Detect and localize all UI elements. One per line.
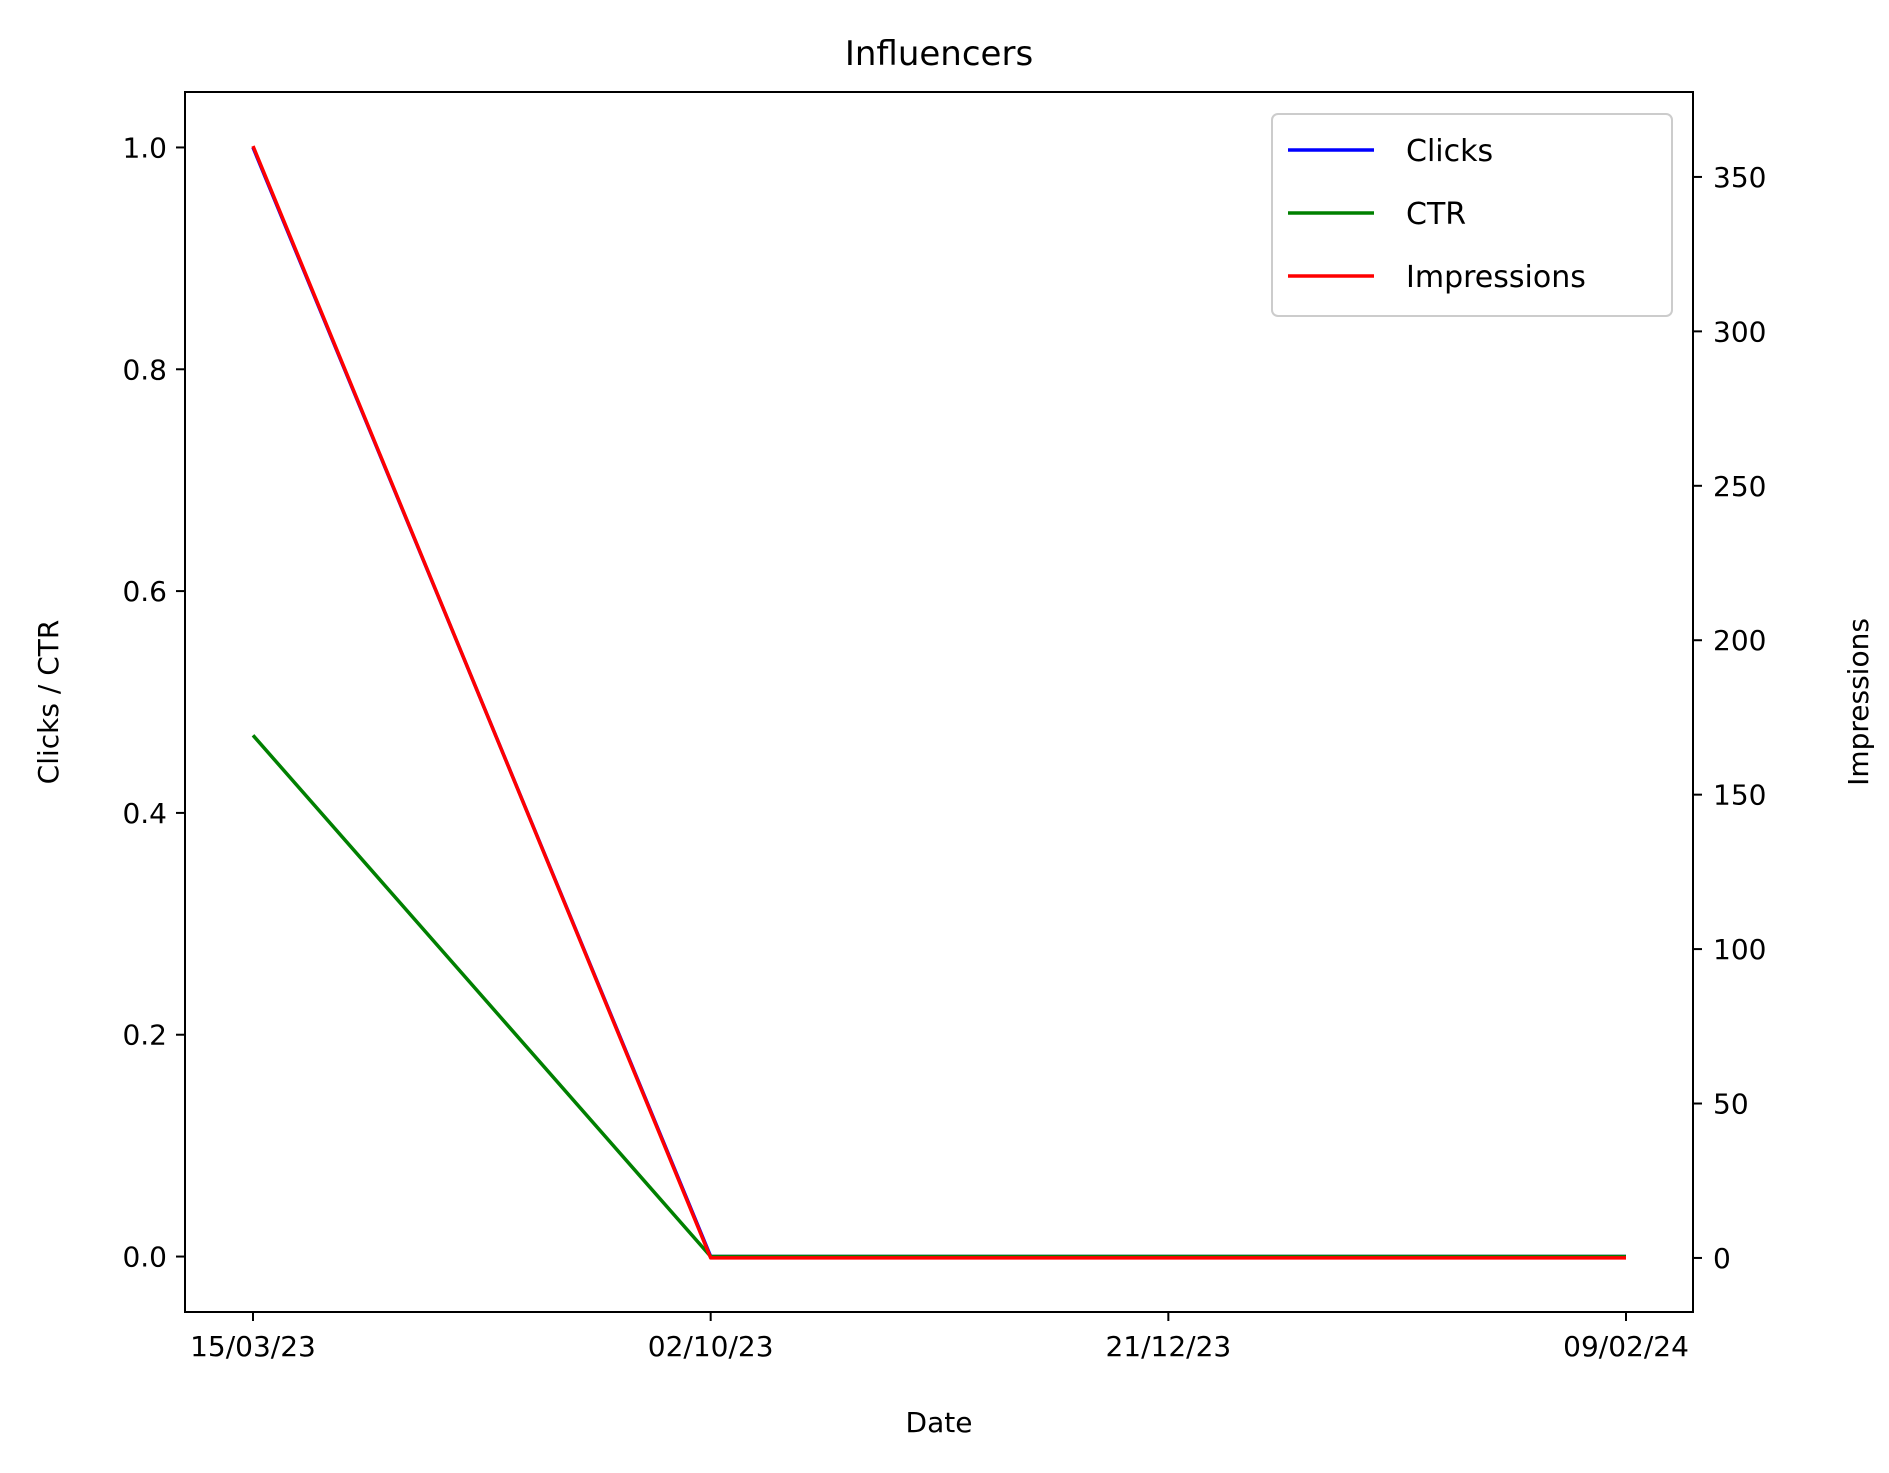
y-tick-label-right: 100 <box>1713 933 1766 966</box>
y-tick-label-right: 50 <box>1713 1088 1749 1121</box>
y-tick-label-right: 150 <box>1713 779 1766 812</box>
axes-layer: 15/03/23 02/10/23 21/12/23 09/02/24 0.0 0.2 0.… <box>122 91 1766 1363</box>
plot-frame <box>184 91 1694 1313</box>
x-tick-label: 02/10/23 <box>648 1330 774 1363</box>
legend-label-impressions: Impressions <box>1406 260 1586 295</box>
x-axis-label: Date <box>906 1406 973 1439</box>
y-tick-label-right: 0 <box>1713 1242 1731 1275</box>
y-tick-label-left: 0.2 <box>122 1019 167 1052</box>
y-tick-label-left: 0.0 <box>122 1241 167 1274</box>
x-tick-label: 09/02/24 <box>1563 1330 1689 1363</box>
y-tick-label-left: 0.4 <box>122 797 167 830</box>
y-tick-label-right: 350 <box>1713 161 1766 194</box>
y-tick-label-right: 250 <box>1713 470 1766 503</box>
legend-label-clicks: Clicks <box>1406 134 1493 169</box>
legend-box <box>1271 113 1673 317</box>
y-axis-label-left: Clicks / CTR <box>32 620 65 785</box>
y-tick-label-left: 0.8 <box>122 353 167 386</box>
y-tick-label-right: 300 <box>1713 315 1766 348</box>
x-tick-label: 15/03/23 <box>190 1330 316 1363</box>
y-tick-label-right: 200 <box>1713 624 1766 657</box>
y-tick-label-left: 0.6 <box>122 575 167 608</box>
chart-title: Influencers <box>845 34 1033 74</box>
legend: Clicks CTR Impressions <box>1271 113 1673 317</box>
series-line-impressions <box>251 145 1626 1260</box>
y-tick-label-left: 1.0 <box>122 131 167 164</box>
x-tick-label: 21/12/23 <box>1105 1330 1231 1363</box>
y-axis-label-right: Impressions <box>1842 618 1875 786</box>
series-layer <box>251 145 1626 1260</box>
legend-label-ctr: CTR <box>1406 197 1466 232</box>
